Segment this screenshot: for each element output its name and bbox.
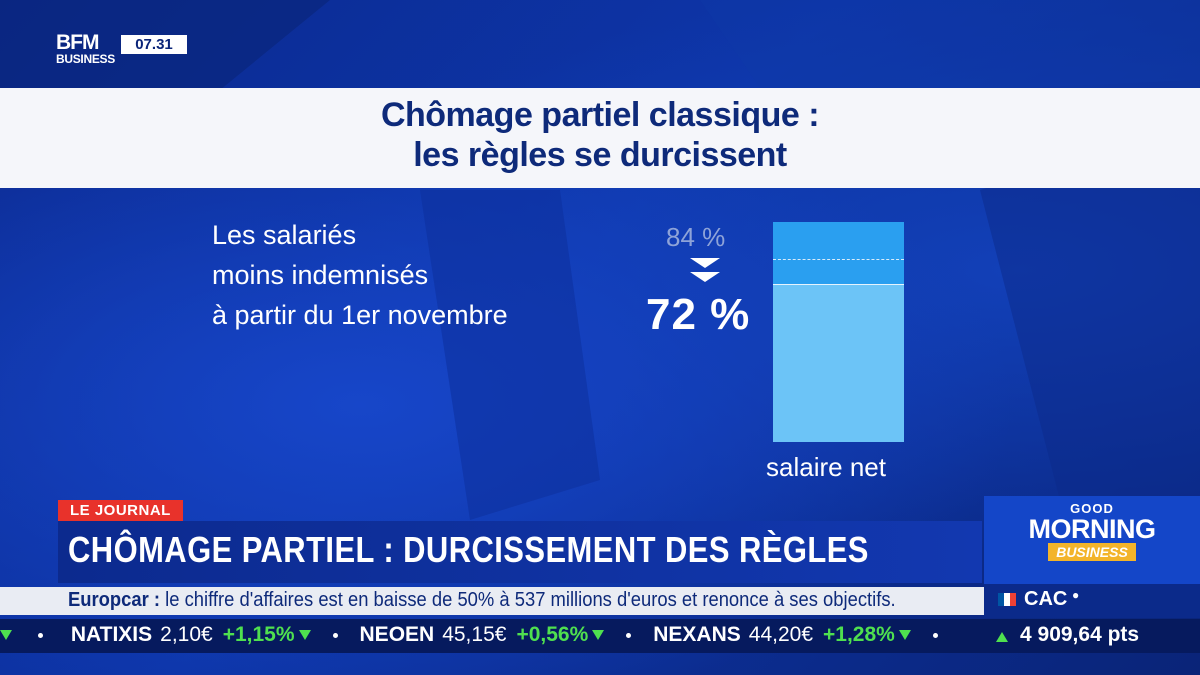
ticker-change: +1,15% [222, 623, 295, 646]
ticker-price: 44,20€ [748, 623, 814, 646]
news-crawl: Europcar : le chiffre d'affaires est en … [0, 587, 984, 615]
down-icon [898, 630, 911, 641]
ticker-item: NATIXIS 2,10€ +1,15% [71, 623, 311, 647]
ticker-price: 2,10€ [160, 623, 213, 646]
ticker-item: NEOEN 45,15€ +0,56% [360, 623, 605, 647]
index-value-row: 4 909,64 pts [984, 619, 1200, 653]
section-tag: LE JOURNAL [58, 500, 183, 521]
bar-new-level-line [773, 283, 904, 285]
ticker-name: NEOEN [359, 623, 435, 646]
info-text: Les salariés moins indemnisés à partir d… [212, 215, 612, 335]
double-chevron-down-icon [690, 256, 720, 291]
info-line: moins indemnisés [212, 260, 429, 290]
news-body: le chiffre d'affaires est en baisse de 5… [160, 589, 896, 611]
bar-current-portion [773, 283, 904, 442]
france-flag-icon [998, 593, 1016, 606]
show-logo-morning: MORNING [1028, 514, 1157, 544]
separator-dot [932, 632, 938, 638]
clock: 07.31 [121, 35, 187, 54]
title-card: Chômage partiel classique : les règles s… [0, 88, 1200, 188]
logo-bfm: BFM [56, 31, 100, 54]
ticker-item: NEXANS 44,20€ +1,28% [653, 623, 911, 647]
separator-dot [626, 632, 632, 638]
down-icon [592, 630, 605, 641]
title-line-2: les règles se durcissent [413, 136, 787, 174]
bar-label: salaire net [766, 452, 886, 482]
ticker-name: NATIXIS [70, 623, 153, 646]
headline-bar: CHÔMAGE PARTIEL : DURCISSEMENT DES RÈGLE… [58, 521, 982, 583]
ticker-price: 45,15€ [442, 623, 507, 646]
bar-previous-portion [773, 222, 904, 284]
separator-dot [332, 632, 338, 638]
separator-dot [38, 632, 43, 638]
info-line: Les salariés [212, 220, 357, 250]
bar-old-level-line [773, 259, 904, 261]
ticker-change: +0,56% [516, 623, 589, 646]
show-logo: GOOD MORNING BUSINESS [984, 496, 1200, 584]
index-value: 4 909,64 pts [1020, 623, 1140, 646]
index-name: CAC [1024, 588, 1068, 610]
old-rate: 84 % [666, 222, 726, 252]
market-index-header: CAC ● [984, 584, 1200, 618]
ticker-name: NEXANS [653, 623, 741, 646]
down-icon [298, 630, 311, 641]
live-dot-icon: ● [1072, 588, 1080, 602]
salary-bar [773, 222, 904, 442]
headline: CHÔMAGE PARTIEL : DURCISSEMENT DES RÈGLE… [68, 529, 869, 570]
new-rate: 72 % [646, 290, 751, 339]
up-icon [996, 632, 1008, 642]
ticker-change: +1,28% [823, 623, 895, 646]
show-logo-business: BUSINESS [1048, 543, 1136, 561]
stock-ticker: NATIXIS 2,10€ +1,15% NEOEN 45,15€ +0,56% NEXAN… [0, 619, 984, 653]
news-text: Europcar : le chiffre d'affaires est en … [68, 589, 896, 612]
logo-business: BUSINESS [56, 52, 115, 66]
channel-logo: BFM BUSINESS [56, 31, 124, 66]
title-line-1: Chômage partiel classique : [380, 96, 820, 134]
show-logo-good: GOOD [1070, 501, 1114, 516]
news-brand: Europcar : [68, 589, 161, 611]
down-icon [0, 630, 12, 641]
info-line: à partir du 1er novembre [212, 300, 508, 330]
